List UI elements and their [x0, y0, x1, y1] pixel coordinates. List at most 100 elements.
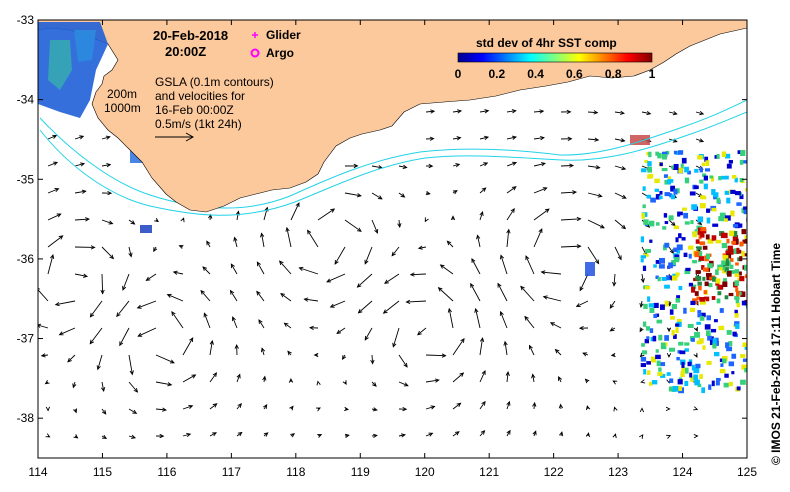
sst-pixel: [718, 325, 725, 331]
velocity-arrow: [398, 433, 406, 438]
velocity-arrow: [122, 273, 130, 291]
velocity-arrow: [234, 344, 239, 356]
velocity-arrow: [356, 273, 373, 288]
sst-pixel: [707, 335, 712, 341]
velocity-arrow: [283, 322, 292, 329]
velocity-arrow: [290, 433, 296, 438]
sst-pixel: [734, 230, 738, 237]
sst-pixel: [673, 150, 677, 155]
sst-pixel: [734, 280, 740, 286]
sst-pixel: [717, 291, 722, 296]
velocity-arrow: [344, 192, 362, 198]
velocity-arrow: [479, 211, 484, 221]
velocity-arrow: [693, 352, 698, 358]
colorbar-tick-label: 0.6: [566, 67, 583, 81]
sst-pixel: [677, 211, 681, 217]
velocity-arrow: [233, 236, 238, 248]
sst-pixel: [693, 374, 699, 381]
x-tick-label: 122: [544, 465, 564, 479]
sst-pixel: [661, 276, 667, 281]
velocity-arrow: [371, 407, 378, 412]
sst-pixel: [703, 290, 707, 295]
sst-pixel: [728, 159, 733, 164]
sst-pixel: [746, 288, 747, 295]
sst-pixel: [678, 233, 682, 239]
sst-pixel: [705, 253, 710, 260]
velocity-arrow: [531, 373, 536, 383]
sst-pixel: [679, 211, 683, 216]
velocity-arrow: [182, 432, 192, 438]
velocity-arrow: [613, 406, 618, 412]
sst-pixel: [687, 324, 694, 328]
colorbar-title: std dev of 4hr SST comp: [476, 36, 617, 50]
sst-pixel: [658, 264, 665, 269]
velocity-arrow: [425, 136, 435, 141]
velocity-arrow: [506, 161, 518, 167]
velocity-arrow: [450, 215, 456, 221]
sst-pixel: [718, 216, 725, 222]
sst-pixel: [722, 358, 727, 364]
sst-pixel: [724, 373, 729, 378]
sst-pixel: [643, 369, 647, 375]
sst-pixel: [694, 291, 699, 296]
velocity-arrow: [452, 163, 461, 168]
sst-pixel: [699, 299, 706, 305]
sst-pixel: [655, 151, 659, 156]
sst-pixel: [690, 300, 696, 306]
velocity-arrow: [506, 429, 511, 437]
sst-patch: [630, 135, 650, 145]
velocity-arrow: [479, 337, 485, 356]
velocity-arrow: [506, 135, 517, 140]
velocity-arrow: [582, 352, 589, 357]
sst-pixel: [696, 340, 703, 345]
sst-pixel: [726, 346, 733, 352]
sst-pixel: [715, 269, 719, 276]
velocity-arrow: [180, 217, 185, 223]
sst-pixel: [703, 183, 708, 190]
sst-pixel: [734, 238, 739, 245]
sst-pixel: [670, 316, 675, 320]
velocity-arrow: [506, 186, 517, 194]
velocity-arrow: [344, 433, 350, 439]
velocity-arrow: [525, 255, 535, 275]
velocity-arrow: [391, 246, 400, 257]
sst-pixel: [742, 239, 747, 244]
sst-pixel: [643, 253, 649, 257]
sst-pixel: [715, 278, 721, 284]
velocity-arrow: [206, 240, 211, 248]
velocity-arrow: [382, 300, 400, 314]
sst-pixel: [743, 206, 747, 210]
sst-pixel: [646, 361, 651, 365]
velocity-arrow: [298, 266, 319, 275]
velocity-arrow: [236, 403, 242, 410]
sst-pixel: [702, 245, 708, 250]
sst-pixel: [726, 330, 732, 335]
velocity-arrow: [289, 405, 294, 411]
sst-pixel: [744, 367, 747, 373]
colorbar-tick-label: 1: [649, 67, 656, 81]
x-tick-label: 120: [415, 465, 435, 479]
velocity-arrow: [554, 348, 562, 356]
sst-pixel: [676, 318, 682, 323]
sst-pixel: [696, 321, 702, 325]
sst-pixel: [707, 238, 714, 244]
sst-pixel: [688, 253, 692, 259]
velocity-arrow: [384, 273, 400, 284]
sst-pixel: [654, 178, 660, 184]
sst-pixel: [675, 150, 680, 155]
velocity-arrow: [231, 316, 238, 329]
velocity-arrow: [145, 273, 157, 281]
sst-pixel: [691, 337, 695, 342]
sst-pixel: [721, 175, 727, 180]
velocity-arrow: [425, 353, 447, 358]
sst-pixel: [694, 379, 700, 386]
velocity-arrow: [587, 246, 600, 265]
time-label: 20:00Z: [165, 44, 206, 59]
gsla-note-line-1: GSLA (0.1m contours): [155, 75, 274, 89]
velocity-arrow: [425, 405, 436, 410]
sst-pixel: [728, 230, 735, 237]
sst-pixel: [728, 361, 735, 367]
sst-pixel: [660, 304, 665, 310]
sst-pixel: [671, 275, 678, 281]
